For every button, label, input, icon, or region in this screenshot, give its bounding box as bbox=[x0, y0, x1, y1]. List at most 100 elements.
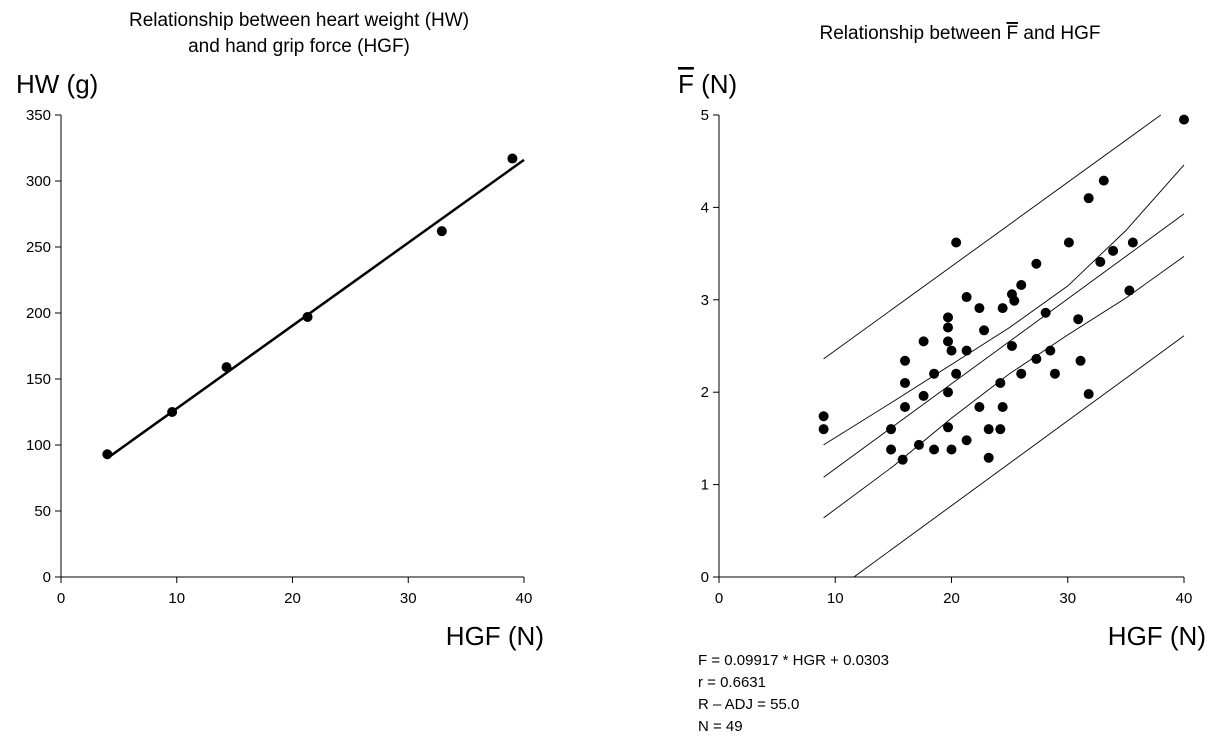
data-point bbox=[943, 336, 954, 347]
y-tick-label: 100 bbox=[26, 437, 51, 454]
data-point bbox=[1083, 193, 1094, 204]
data-point bbox=[1179, 114, 1189, 125]
data-point bbox=[913, 439, 924, 450]
chart2-title-prefix: Relationship between bbox=[820, 23, 1007, 44]
x-tick-label: 0 bbox=[57, 590, 65, 607]
data-point bbox=[1016, 368, 1027, 379]
data-point bbox=[983, 424, 994, 435]
data-point bbox=[102, 449, 113, 460]
data-point bbox=[1009, 295, 1020, 306]
chart-f-vs-hgf: Relationship between F and HGF F (N) HGF… bbox=[678, 23, 1206, 735]
data-point bbox=[1098, 175, 1109, 186]
chart2-x-axis-label: HGF (N) bbox=[1108, 621, 1206, 651]
data-point bbox=[995, 424, 1006, 435]
data-point bbox=[886, 444, 897, 455]
y-tick-label: 200 bbox=[26, 305, 51, 322]
data-point bbox=[946, 444, 957, 455]
chart2-curves bbox=[823, 114, 1185, 578]
data-point bbox=[1040, 307, 1051, 318]
x-tick-label: 40 bbox=[516, 590, 533, 607]
data-point bbox=[1083, 389, 1094, 400]
chart2-title-suffix: and HGF bbox=[1018, 23, 1100, 44]
data-point bbox=[1031, 258, 1042, 269]
data-point bbox=[897, 454, 908, 465]
data-point bbox=[943, 422, 954, 433]
chart1-tick-labels: 0 50 100 150 200 250 300 350 0 10 20 30 40 bbox=[26, 107, 532, 607]
data-point bbox=[918, 390, 929, 401]
data-point bbox=[1095, 256, 1106, 267]
y-tick-label: 3 bbox=[701, 292, 709, 309]
data-point bbox=[943, 312, 954, 323]
data-point bbox=[1016, 280, 1027, 291]
lower-confidence-curve bbox=[823, 256, 1185, 519]
x-tick-label: 30 bbox=[400, 590, 417, 607]
x-tick-label: 10 bbox=[168, 590, 185, 607]
chart1-title-line2: and hand grip force (HGF) bbox=[188, 36, 410, 57]
data-point bbox=[167, 407, 178, 417]
chart2-r-adj: R – ADJ = 55.0 bbox=[698, 696, 799, 713]
data-point bbox=[995, 377, 1006, 388]
data-point bbox=[900, 355, 910, 366]
chart2-r-value: r = 0.6631 bbox=[698, 674, 766, 691]
chart2-points bbox=[818, 114, 1189, 465]
chart1-axes bbox=[55, 114, 525, 583]
data-point bbox=[1063, 237, 1074, 248]
data-point bbox=[961, 292, 972, 303]
data-point bbox=[951, 368, 962, 379]
upper-prediction-curve bbox=[823, 114, 1162, 360]
y-tick-label: 350 bbox=[26, 107, 51, 124]
data-point bbox=[979, 325, 990, 336]
chart2-stats: F = 0.09917 * HGR + 0.0303 r = 0.6631 R … bbox=[698, 652, 889, 735]
data-point bbox=[1045, 345, 1056, 356]
y-tick-label: 150 bbox=[26, 371, 51, 388]
chart1-points bbox=[102, 153, 518, 460]
chart1-fit-line-group bbox=[106, 158, 525, 460]
y-tick-label: 2 bbox=[701, 384, 709, 401]
y-tick-label: 0 bbox=[43, 569, 51, 586]
chart-hw-vs-hgf: Relationship between heart weight (HW) a… bbox=[16, 10, 544, 651]
data-point bbox=[943, 322, 954, 333]
data-point bbox=[1075, 355, 1086, 366]
data-point bbox=[1127, 237, 1138, 248]
data-point bbox=[943, 387, 954, 398]
chart1-title-line1: Relationship between heart weight (HW) bbox=[129, 10, 469, 31]
data-point bbox=[1108, 245, 1119, 256]
x-tick-label: 10 bbox=[827, 590, 844, 607]
data-point bbox=[900, 401, 910, 412]
y-tick-label: 250 bbox=[26, 239, 51, 256]
y-tick-label: 0 bbox=[701, 569, 709, 586]
upper-confidence-curve bbox=[823, 164, 1185, 446]
y-tick-label: 5 bbox=[701, 107, 709, 124]
data-point bbox=[818, 411, 829, 422]
data-point bbox=[929, 368, 940, 379]
data-point bbox=[1049, 368, 1060, 379]
data-point bbox=[1031, 353, 1042, 364]
data-point bbox=[900, 377, 910, 388]
chart2-title-fbar: F bbox=[1006, 23, 1018, 44]
chart2-ylabel-unit: (N) bbox=[694, 69, 737, 99]
chart2-axes bbox=[713, 114, 1185, 583]
x-tick-label: 0 bbox=[715, 590, 723, 607]
y-tick-label: 300 bbox=[26, 173, 51, 190]
chart1-y-axis-label: HW (g) bbox=[16, 69, 98, 99]
data-point bbox=[997, 303, 1008, 314]
x-tick-label: 20 bbox=[943, 590, 960, 607]
data-point bbox=[818, 424, 829, 435]
chart2-title: Relationship between F and HGF bbox=[820, 23, 1101, 44]
data-point bbox=[918, 336, 929, 347]
x-tick-label: 40 bbox=[1176, 590, 1193, 607]
data-point bbox=[1124, 285, 1135, 296]
data-point bbox=[997, 401, 1008, 412]
chart2-n: N = 49 bbox=[698, 718, 743, 735]
chart2-y-axis-label: F (N) bbox=[678, 69, 737, 99]
x-tick-label: 30 bbox=[1059, 590, 1076, 607]
data-point bbox=[951, 237, 962, 248]
data-point bbox=[946, 345, 957, 356]
y-tick-label: 50 bbox=[34, 503, 51, 520]
data-point bbox=[929, 444, 940, 455]
data-point bbox=[507, 153, 518, 164]
data-point bbox=[1006, 341, 1017, 351]
x-tick-label: 20 bbox=[284, 590, 301, 607]
chart2-tick-labels: 0 1 2 3 4 5 0 10 20 30 40 bbox=[701, 107, 1193, 607]
